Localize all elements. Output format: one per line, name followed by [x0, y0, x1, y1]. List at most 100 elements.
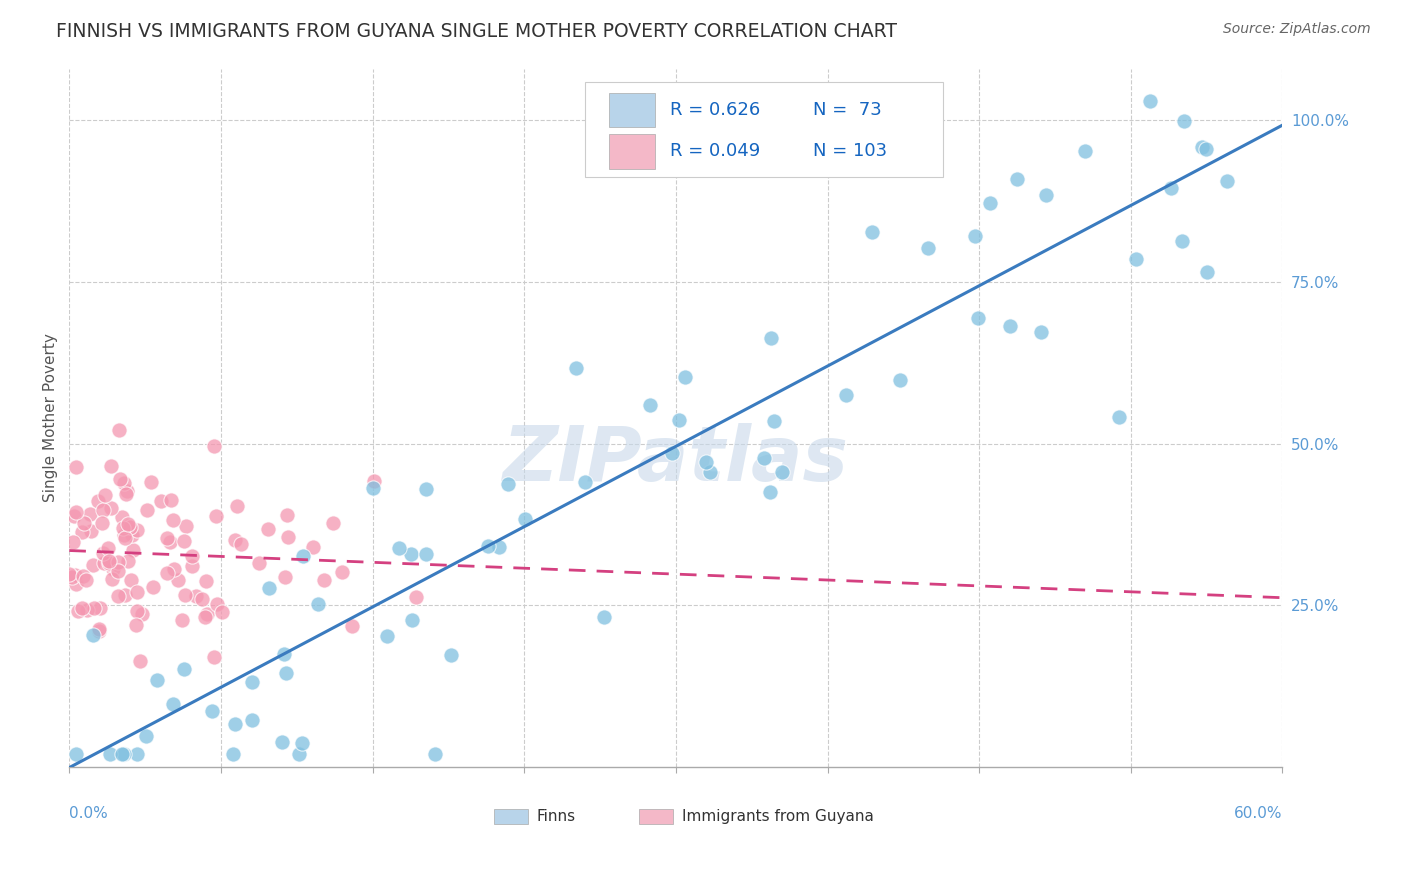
Point [917, 241, 939, 255]
Point [498, 476, 520, 491]
Point [83, 601, 105, 615]
Point [776, 94, 799, 108]
Point [415, 547, 437, 561]
Point [377, 629, 399, 643]
Point [979, 196, 1001, 211]
Point [128, 654, 150, 668]
Point [107, 564, 129, 578]
Point [224, 533, 246, 547]
Point [399, 547, 422, 561]
Text: 0.0%: 0.0% [69, 805, 108, 821]
Point [125, 604, 148, 618]
Point [673, 370, 696, 384]
Point [181, 558, 204, 573]
Point [1007, 172, 1029, 186]
Point [565, 360, 588, 375]
Point [173, 662, 195, 676]
Point [205, 509, 228, 524]
Point [89, 601, 111, 615]
Point [202, 650, 225, 665]
Point [135, 503, 157, 517]
Point [162, 513, 184, 527]
Text: N =  73: N = 73 [813, 101, 882, 119]
Point [65, 459, 87, 474]
Point [145, 673, 167, 687]
Bar [494, 809, 527, 824]
Point [1173, 114, 1195, 128]
Point [440, 648, 463, 662]
Point [1074, 144, 1097, 158]
Point [80, 524, 103, 539]
Point [173, 588, 195, 602]
Text: 60.0%: 60.0% [1234, 805, 1282, 821]
Point [1139, 94, 1161, 108]
Point [156, 532, 179, 546]
Point [998, 318, 1021, 333]
Text: R = 0.049: R = 0.049 [669, 143, 761, 161]
Point [513, 512, 536, 526]
Point [160, 493, 183, 508]
Point [114, 532, 136, 546]
Point [70, 601, 93, 615]
Point [170, 613, 193, 627]
Point [1195, 264, 1218, 278]
Point [415, 482, 437, 496]
Point [82, 628, 104, 642]
Point [288, 747, 311, 762]
Point [761, 331, 783, 345]
Point [860, 225, 883, 239]
Point [207, 597, 229, 611]
Point [759, 484, 782, 499]
Point [963, 228, 986, 243]
Point [322, 516, 344, 531]
Text: ZIPatlas: ZIPatlas [503, 423, 849, 497]
Point [277, 530, 299, 544]
Y-axis label: Single Mother Poverty: Single Mother Poverty [44, 334, 58, 502]
Point [276, 508, 298, 523]
Point [108, 472, 131, 486]
Point [195, 607, 218, 621]
Point [342, 619, 364, 633]
Point [127, 747, 149, 762]
Point [60, 570, 83, 584]
Point [240, 713, 263, 727]
Point [388, 541, 411, 555]
Point [174, 519, 197, 533]
Point [477, 540, 499, 554]
Point [292, 549, 315, 564]
Point [222, 747, 245, 762]
Point [191, 592, 214, 607]
Point [695, 455, 717, 469]
Point [638, 398, 661, 412]
Point [967, 311, 990, 326]
Point [1108, 409, 1130, 424]
Point [101, 561, 124, 575]
Point [98, 747, 121, 762]
Point [1215, 174, 1237, 188]
Point [139, 475, 162, 489]
Point [763, 414, 786, 428]
Point [82, 558, 104, 573]
Text: R = 0.626: R = 0.626 [669, 101, 761, 119]
Point [363, 475, 385, 489]
Point [307, 597, 329, 611]
Point [111, 509, 134, 524]
Point [65, 577, 87, 591]
Point [96, 541, 118, 556]
Point [889, 373, 911, 387]
Point [273, 648, 295, 662]
Point [112, 528, 135, 542]
Point [423, 747, 446, 762]
Point [1195, 142, 1218, 156]
Point [312, 573, 335, 587]
Point [202, 439, 225, 453]
Point [1125, 252, 1147, 266]
Point [257, 581, 280, 595]
Text: N = 103: N = 103 [813, 143, 887, 161]
Point [274, 665, 297, 680]
Point [100, 500, 122, 515]
Point [225, 499, 247, 513]
Point [72, 568, 94, 582]
Point [107, 555, 129, 569]
Point [58, 566, 80, 581]
